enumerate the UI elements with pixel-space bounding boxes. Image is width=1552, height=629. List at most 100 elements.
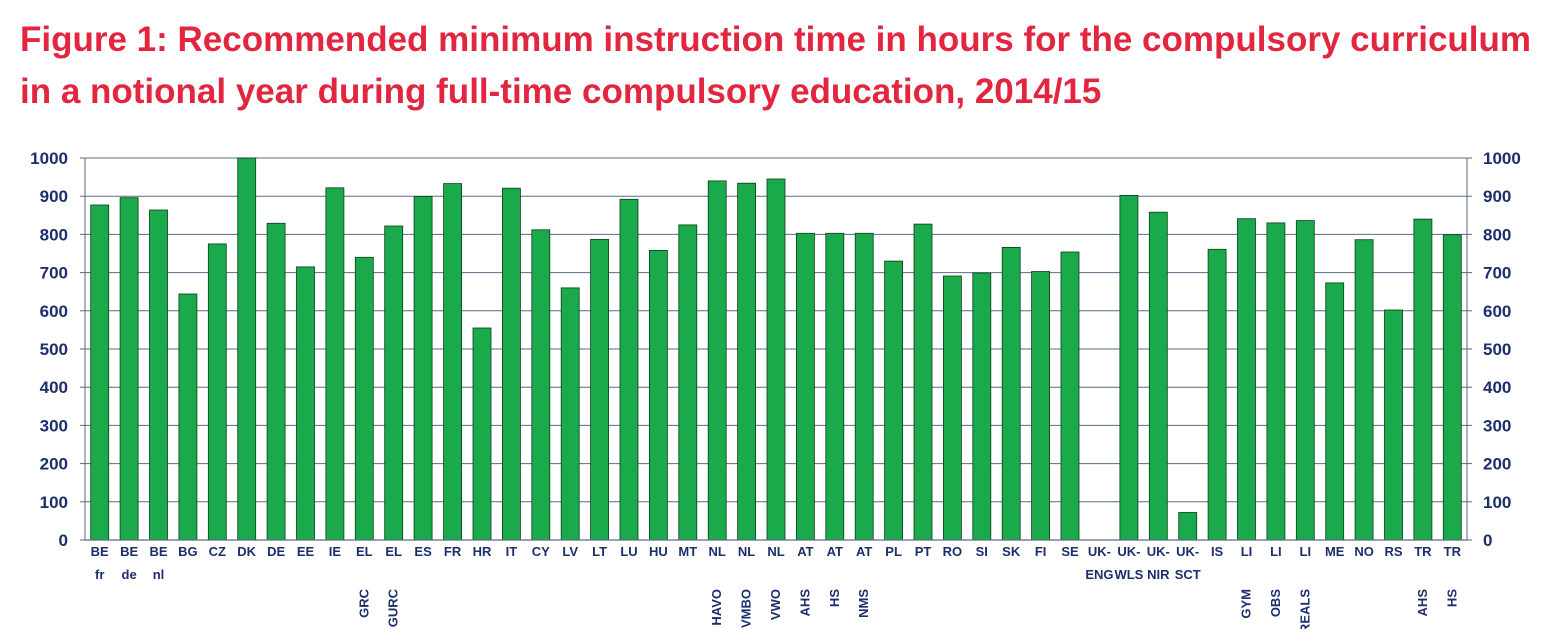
x-category-label: LV xyxy=(562,544,578,559)
y-tick-label-right: 300 xyxy=(1483,416,1511,435)
bar xyxy=(766,178,786,541)
x-category-label: SE xyxy=(1061,544,1079,559)
y-tick-label-left: 100 xyxy=(40,493,68,512)
bar xyxy=(796,232,815,541)
bar xyxy=(913,223,933,541)
bar xyxy=(1266,222,1286,541)
y-tick-label-right: 400 xyxy=(1483,378,1511,397)
bar xyxy=(413,196,433,541)
x-category-rotated-label: AHS xyxy=(797,589,812,617)
y-tick-label-left: 900 xyxy=(40,187,68,206)
x-category-rotated-label: NMS xyxy=(856,589,871,618)
x-category-label: BE xyxy=(149,544,167,559)
bar xyxy=(1148,211,1168,541)
x-category-rotated-label: GRC xyxy=(356,588,371,618)
x-category-label: LT xyxy=(592,544,607,559)
bar xyxy=(854,232,874,541)
bar xyxy=(237,157,257,541)
x-category-label: MT xyxy=(678,544,697,559)
bar xyxy=(178,293,198,541)
y-tick-label-right: 700 xyxy=(1483,264,1511,283)
x-category-label: FI xyxy=(1035,544,1047,559)
y-tick-label-right: 900 xyxy=(1483,187,1511,206)
x-category-sublabel: nl xyxy=(153,567,165,582)
x-category-label: LI xyxy=(1241,544,1253,559)
x-category-label: PT xyxy=(915,544,932,559)
y-tick-label-left: 200 xyxy=(40,455,68,474)
x-category-sublabel: NIR xyxy=(1147,567,1170,582)
x-category-label: BG xyxy=(178,544,198,559)
x-category-label: CZ xyxy=(209,544,226,559)
y-tick-label-left: 1000 xyxy=(30,149,68,168)
x-category-sublabel: fr xyxy=(95,567,104,582)
x-category-label: FR xyxy=(444,544,462,559)
y-tick-label-left: 500 xyxy=(40,340,68,359)
y-tick-label-left: 0 xyxy=(59,531,68,550)
bar xyxy=(149,209,168,541)
x-category-label: DK xyxy=(237,544,256,559)
x-category-label: NL xyxy=(709,544,726,559)
bar xyxy=(1178,512,1198,541)
x-category-label: LI xyxy=(1270,544,1282,559)
bar xyxy=(325,187,345,541)
x-category-label: IE xyxy=(329,544,342,559)
x-category-label: PL xyxy=(885,544,902,559)
x-category-rotated-label: VMBO xyxy=(739,589,754,628)
bar xyxy=(943,275,962,541)
x-category-rotated-label: GURC xyxy=(386,588,401,627)
x-category-label: LI xyxy=(1300,544,1312,559)
x-category-label: EE xyxy=(297,544,315,559)
bar xyxy=(443,183,463,541)
bar xyxy=(737,182,756,541)
y-tick-label-left: 700 xyxy=(40,264,68,283)
bar xyxy=(1237,218,1256,541)
x-category-label: TR xyxy=(1444,544,1462,559)
bar xyxy=(884,260,903,541)
x-category-label: BE xyxy=(91,544,109,559)
bar xyxy=(678,224,698,541)
bar xyxy=(972,272,992,541)
x-category-rotated-label: HS xyxy=(827,589,842,607)
x-category-label: UK- xyxy=(1147,544,1170,559)
x-category-rotated-label: REALS xyxy=(1297,589,1312,629)
bar xyxy=(1384,309,1403,541)
bar xyxy=(1001,246,1021,541)
x-category-label: TR xyxy=(1414,544,1432,559)
bar xyxy=(1295,220,1315,541)
x-category-label: NL xyxy=(738,544,755,559)
x-category-label: IT xyxy=(506,544,518,559)
x-category-label: RS xyxy=(1384,544,1402,559)
x-category-label: EL xyxy=(356,544,373,559)
x-category-rotated-label: OBS xyxy=(1268,589,1283,618)
y-tick-label-right: 500 xyxy=(1483,340,1511,359)
y-tick-label-right: 1000 xyxy=(1483,149,1521,168)
bar xyxy=(531,229,551,541)
y-tick-label-right: 800 xyxy=(1483,225,1511,244)
x-category-rotated-label: GYM xyxy=(1239,589,1254,619)
bar xyxy=(1413,218,1433,541)
y-tick-label-left: 800 xyxy=(40,225,68,244)
y-tick-label-right: 600 xyxy=(1483,302,1511,321)
x-category-label: RO xyxy=(943,544,963,559)
bar xyxy=(1354,239,1374,541)
x-category-label: HU xyxy=(649,544,668,559)
x-category-rotated-label: VWO xyxy=(768,589,783,620)
x-category-sublabel: WLS xyxy=(1114,567,1143,582)
x-category-label: EL xyxy=(385,544,402,559)
y-tick-label-right: 200 xyxy=(1483,455,1511,474)
x-category-label: CY xyxy=(532,544,550,559)
x-category-label: BE xyxy=(120,544,138,559)
x-category-rotated-label: HAVO xyxy=(709,589,724,626)
bar xyxy=(90,204,110,541)
y-tick-label-right: 100 xyxy=(1483,493,1511,512)
x-category-rotated-label: HS xyxy=(1444,589,1459,607)
bar xyxy=(825,232,845,541)
bar xyxy=(1442,234,1462,541)
bar xyxy=(1060,251,1080,541)
x-category-label: SK xyxy=(1002,544,1021,559)
bar xyxy=(590,238,609,541)
x-category-label: UK- xyxy=(1117,544,1140,559)
x-category-rotated-label: AHS xyxy=(1415,589,1430,617)
bar xyxy=(1325,282,1345,541)
x-category-label: AT xyxy=(797,544,813,559)
